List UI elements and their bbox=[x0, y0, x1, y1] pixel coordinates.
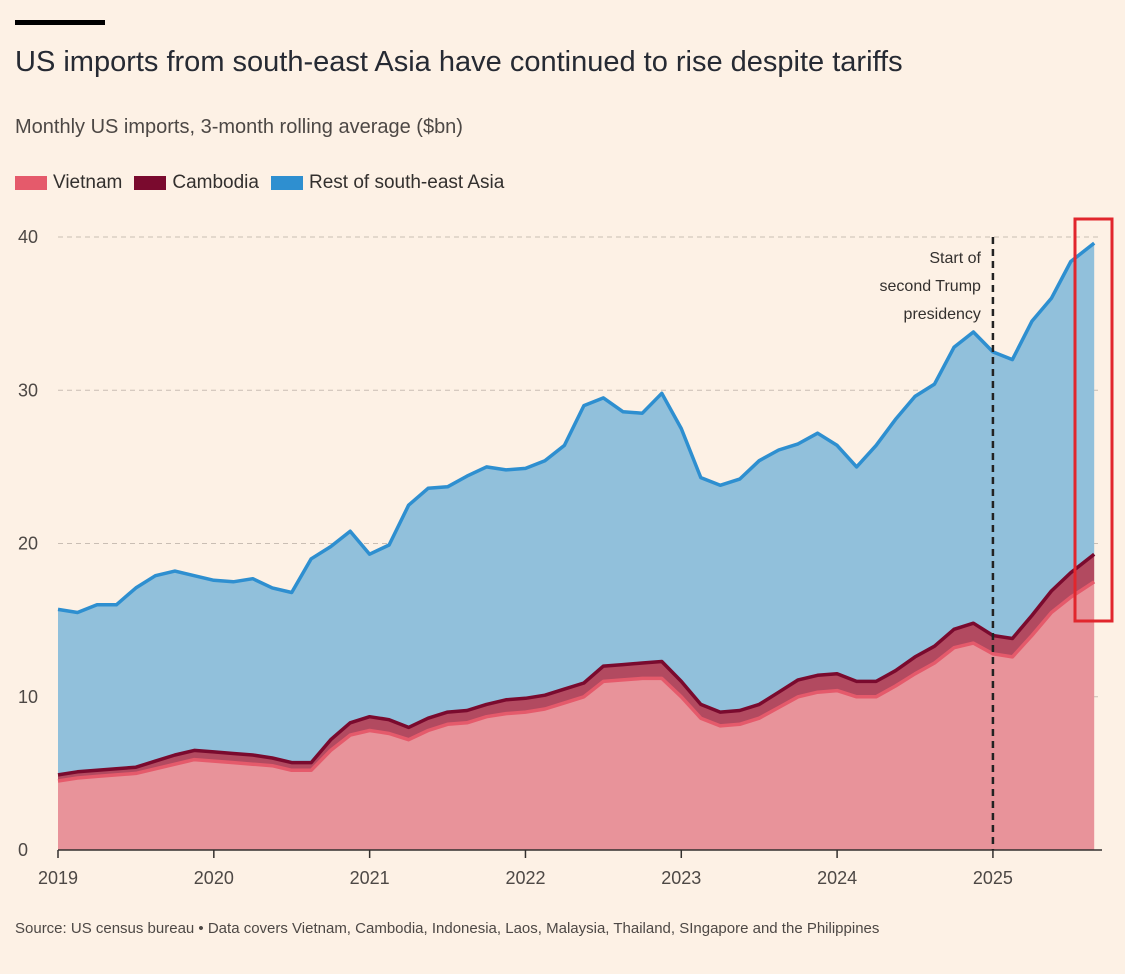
legend-item-vietnam: Vietnam bbox=[15, 172, 122, 194]
legend-swatch-vietnam bbox=[15, 176, 47, 190]
highlight-box bbox=[1073, 217, 1114, 623]
source-note: Source: US census bureau • Data covers V… bbox=[15, 920, 880, 937]
legend-swatch-rest bbox=[270, 176, 303, 190]
annotation-text: presidency bbox=[904, 306, 981, 323]
x-tick-label: 2020 bbox=[194, 868, 234, 888]
x-tick-label: 2021 bbox=[350, 868, 390, 888]
x-tick-label: 2025 bbox=[973, 868, 1013, 888]
x-tick-label: 2019 bbox=[38, 868, 78, 888]
line-cambodia bbox=[57, 552, 1096, 777]
y-tick-label: 30 bbox=[18, 380, 38, 400]
line-vietnam bbox=[57, 580, 1096, 783]
y-tick-label: 20 bbox=[18, 534, 38, 554]
annotation-text: second Trump bbox=[880, 278, 981, 295]
legend-label-vietnam: Vietnam bbox=[53, 172, 123, 193]
line-rest-of-south-east-asia bbox=[57, 241, 1096, 615]
y-tick-label: 0 bbox=[18, 840, 28, 860]
legend-label-cambodia: Cambodia bbox=[172, 172, 259, 193]
area-rest-of-south-east-asia bbox=[58, 243, 1095, 775]
legend-label-rest: Rest of south-east Asia bbox=[308, 172, 505, 193]
area-vietnam bbox=[58, 581, 1095, 850]
y-tick-label: 40 bbox=[18, 227, 38, 247]
legend-item-cambodia: Cambodia bbox=[134, 172, 259, 194]
legend-swatch-cambodia bbox=[134, 176, 167, 190]
annotation-text: Start of bbox=[929, 250, 981, 267]
y-tick-label: 10 bbox=[18, 687, 38, 707]
x-tick-label: 2023 bbox=[661, 868, 701, 888]
legend-item-rest: Rest of south-east Asia bbox=[270, 172, 505, 194]
x-tick-label: 2024 bbox=[817, 868, 857, 888]
chart-subtitle: Monthly US imports, 3-month rolling aver… bbox=[15, 116, 463, 138]
chart-title: US imports from south-east Asia have con… bbox=[15, 46, 903, 78]
title-accent-bar bbox=[15, 20, 105, 25]
x-tick-label: 2022 bbox=[505, 868, 545, 888]
legend: Vietnam Cambodia Rest of south-east Asia bbox=[15, 172, 516, 194]
